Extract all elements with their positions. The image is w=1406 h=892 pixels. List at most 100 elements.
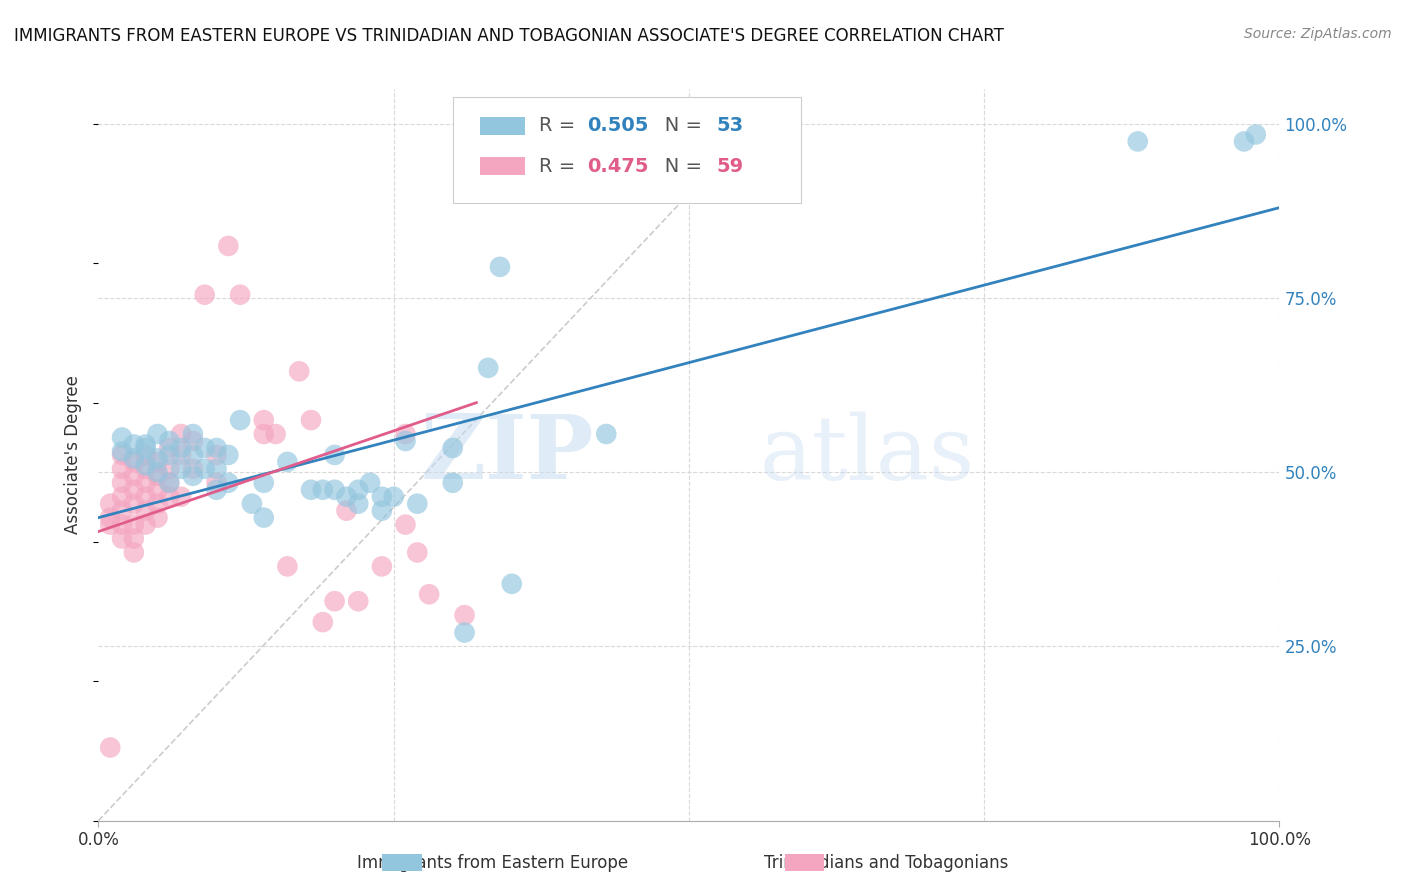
Point <box>394 427 416 442</box>
Text: R =: R = <box>540 116 582 136</box>
Point <box>111 448 134 462</box>
Point <box>98 497 121 511</box>
FancyBboxPatch shape <box>453 96 801 202</box>
Text: 0.505: 0.505 <box>586 116 648 136</box>
Point <box>146 510 169 524</box>
Point <box>394 517 416 532</box>
Point <box>111 444 134 458</box>
Point <box>111 430 134 444</box>
Point <box>157 462 180 476</box>
Text: ZIP: ZIP <box>420 411 595 499</box>
Point <box>489 260 512 274</box>
Point <box>170 448 193 462</box>
Point <box>122 517 145 532</box>
Point <box>157 448 180 462</box>
Point <box>111 490 134 504</box>
Point <box>181 462 204 476</box>
Point <box>1233 135 1256 149</box>
Point <box>382 490 405 504</box>
Point <box>157 434 180 448</box>
Text: Source: ZipAtlas.com: Source: ZipAtlas.com <box>1244 27 1392 41</box>
Point <box>347 594 370 608</box>
Point <box>98 510 121 524</box>
Point <box>157 475 180 490</box>
Point <box>135 462 157 476</box>
Point <box>299 483 322 497</box>
Point <box>111 517 134 532</box>
Point <box>299 413 322 427</box>
Point <box>253 413 276 427</box>
Point <box>1126 135 1149 149</box>
Point <box>1244 128 1267 142</box>
Point <box>371 559 394 574</box>
Text: R =: R = <box>540 156 582 176</box>
Text: IMMIGRANTS FROM EASTERN EUROPE VS TRINIDADIAN AND TOBAGONIAN ASSOCIATE'S DEGREE : IMMIGRANTS FROM EASTERN EUROPE VS TRINID… <box>14 27 1004 45</box>
Point <box>394 434 416 448</box>
Point <box>135 503 157 517</box>
Point <box>122 545 145 559</box>
Point <box>135 490 157 504</box>
Point <box>264 427 287 442</box>
Point <box>146 468 169 483</box>
Point <box>205 483 228 497</box>
Point <box>146 455 169 469</box>
Point <box>477 360 499 375</box>
Point <box>217 448 239 462</box>
Point <box>181 468 204 483</box>
Text: 53: 53 <box>717 116 744 136</box>
Point <box>229 413 252 427</box>
Point <box>323 594 346 608</box>
Text: Trinidadians and Tobagonians: Trinidadians and Tobagonians <box>763 854 1008 871</box>
Point <box>170 462 193 476</box>
Text: Immigrants from Eastern Europe: Immigrants from Eastern Europe <box>357 854 627 871</box>
Point <box>135 475 157 490</box>
Point <box>453 625 475 640</box>
Point <box>217 239 239 253</box>
Point <box>181 448 204 462</box>
Point <box>135 458 157 473</box>
Point <box>205 441 228 455</box>
Point <box>595 427 617 442</box>
Point <box>122 468 145 483</box>
Point <box>323 483 346 497</box>
Point <box>359 475 381 490</box>
Point <box>453 608 475 623</box>
Point <box>335 490 357 504</box>
Point <box>111 475 134 490</box>
Text: N =: N = <box>645 156 709 176</box>
Point <box>194 441 217 455</box>
Point <box>441 475 464 490</box>
Point <box>135 441 157 455</box>
Point <box>157 475 180 490</box>
Point <box>157 441 180 455</box>
Point <box>111 503 134 517</box>
Point <box>181 434 204 448</box>
Text: 59: 59 <box>717 156 744 176</box>
Point <box>146 427 169 442</box>
Point <box>371 503 394 517</box>
Text: 0.475: 0.475 <box>586 156 648 176</box>
Point <box>122 532 145 546</box>
Point <box>181 427 204 442</box>
Point <box>135 517 157 532</box>
Point <box>335 503 357 517</box>
Point <box>276 455 298 469</box>
Point <box>441 441 464 455</box>
Point <box>253 427 276 442</box>
Y-axis label: Associate's Degree: Associate's Degree <box>65 376 83 534</box>
Point <box>111 462 134 476</box>
Point <box>229 287 252 301</box>
Point <box>194 287 217 301</box>
Point <box>205 462 228 476</box>
Point <box>170 490 193 504</box>
Point <box>98 517 121 532</box>
Point <box>323 448 346 462</box>
Point <box>253 510 276 524</box>
Point <box>135 448 157 462</box>
Point <box>312 615 335 629</box>
Point <box>157 490 180 504</box>
Point <box>240 497 263 511</box>
Point <box>135 437 157 451</box>
Point <box>312 483 335 497</box>
FancyBboxPatch shape <box>479 117 526 135</box>
